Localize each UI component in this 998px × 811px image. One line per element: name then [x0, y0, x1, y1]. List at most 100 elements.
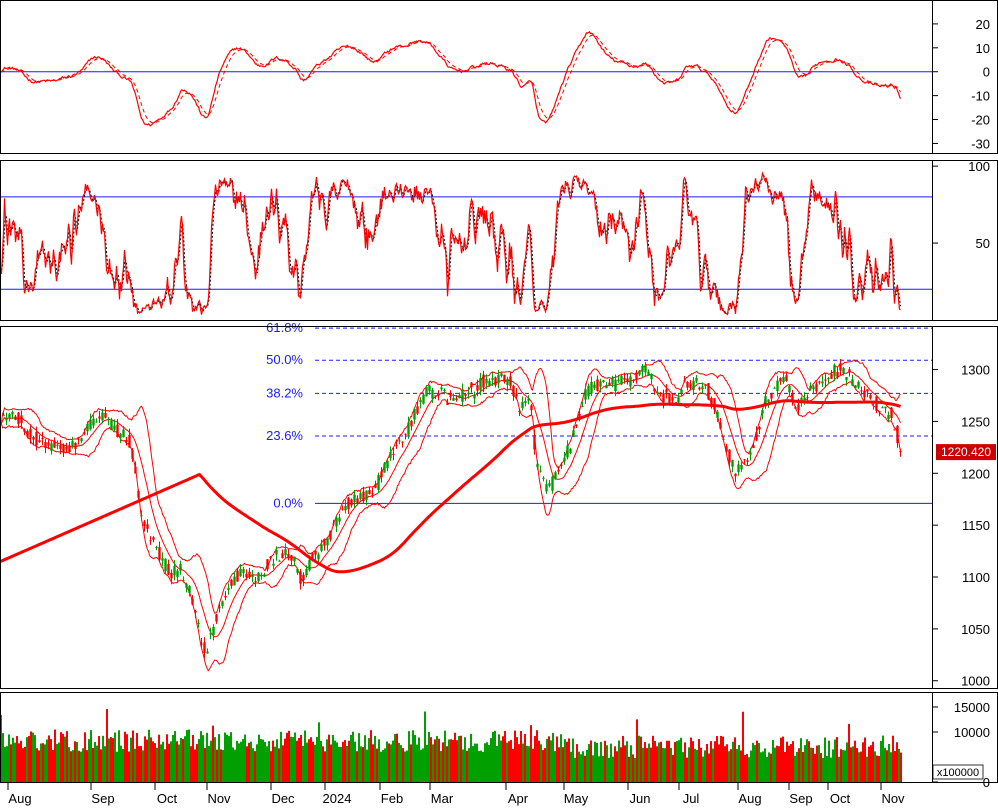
volume-bar — [104, 746, 106, 782]
candle-body — [410, 420, 413, 427]
volume-bar — [514, 730, 516, 782]
volume-bar — [332, 734, 334, 782]
volume-bar — [888, 743, 890, 782]
volume-bar — [84, 732, 86, 782]
candle-body — [116, 424, 119, 438]
volume-bar — [172, 735, 174, 782]
volume-bar — [680, 737, 682, 782]
candle-body — [200, 643, 203, 645]
fib-level-label: 38.2% — [266, 385, 303, 400]
candle-body — [110, 420, 113, 431]
candle-body — [275, 549, 278, 555]
candle-body — [248, 571, 251, 578]
candle-body — [407, 422, 410, 435]
volume-bar — [660, 741, 662, 782]
volume-bar — [728, 751, 730, 782]
candle-body — [617, 379, 620, 381]
volume-bar — [424, 711, 426, 782]
stoch-k-line — [0, 171, 901, 316]
stochastic-panel — [0, 171, 932, 316]
candle-body — [773, 387, 776, 389]
volume-bar — [248, 742, 250, 782]
candle-body — [41, 437, 44, 439]
candle-body — [761, 410, 764, 414]
volume-bar — [696, 750, 698, 782]
candle-body — [14, 416, 17, 420]
candle-body — [38, 440, 41, 443]
volume-bar — [600, 741, 602, 782]
candle-body — [827, 378, 830, 380]
volume-bar — [62, 733, 64, 782]
candle-body — [368, 490, 371, 495]
volume-bar — [480, 750, 482, 782]
macd-tick-label: 20 — [976, 17, 990, 32]
volume-bar — [168, 743, 170, 782]
candle-body — [548, 483, 551, 486]
volume-bar — [54, 729, 56, 782]
candle-body — [86, 423, 89, 432]
candle-body — [536, 463, 539, 468]
volume-bar — [466, 750, 468, 782]
volume-bar — [150, 737, 152, 782]
volume-bar — [78, 750, 80, 782]
volume-bar — [290, 736, 292, 782]
candle-body — [77, 438, 80, 440]
volume-bar — [568, 738, 570, 782]
volume-bar — [286, 732, 288, 782]
candle-body — [155, 546, 158, 548]
volume-bar — [334, 740, 336, 782]
volume-bar — [46, 739, 48, 782]
volume-bar — [582, 751, 584, 782]
candle-body — [818, 381, 821, 383]
volume-bar — [376, 748, 378, 782]
candle-body — [386, 460, 389, 469]
candle-body — [686, 382, 689, 388]
volume-bar — [482, 751, 484, 782]
volume-bar — [816, 745, 818, 782]
volume-bar — [40, 743, 42, 782]
candle-body — [131, 450, 134, 459]
volume-bar — [396, 733, 398, 782]
candle-body — [806, 397, 809, 399]
volume-bar — [652, 735, 654, 782]
volume-bar — [200, 731, 202, 782]
candle-body — [23, 429, 26, 432]
stoch-tick-label: 100 — [968, 159, 990, 174]
volume-bar — [592, 755, 594, 782]
volume-bar — [442, 742, 444, 782]
candle-body — [602, 380, 605, 383]
volume-bar — [858, 752, 860, 782]
volume-bar — [346, 745, 348, 782]
volume-bar — [704, 750, 706, 782]
candle-body — [401, 441, 404, 443]
volume-bar — [416, 744, 418, 782]
volume-bar — [190, 746, 192, 782]
volume-bar — [798, 748, 800, 782]
candle-body — [83, 432, 86, 434]
candle-body — [59, 444, 62, 449]
volume-bar — [694, 748, 696, 782]
volume-bar — [324, 751, 326, 782]
volume-bar — [714, 741, 716, 782]
volume-bar — [606, 745, 608, 782]
candle-body — [893, 429, 896, 431]
candle-body — [104, 413, 107, 418]
volume-bar — [390, 744, 392, 782]
candle-body — [233, 576, 236, 586]
volume-bar — [384, 748, 386, 782]
volume-bar — [574, 757, 576, 782]
volume-bar — [32, 732, 34, 782]
candle-body — [638, 370, 641, 375]
volume-bar — [52, 749, 54, 782]
candle-body — [299, 571, 302, 584]
candle-body — [461, 389, 464, 402]
panel-frames: 20100-10-20-3010050130012501200115011001… — [0, 0, 998, 790]
volume-bar — [24, 746, 26, 782]
candle-body — [260, 574, 263, 577]
volume-bar — [854, 740, 856, 782]
volume-bar — [322, 746, 324, 782]
volume-bar — [628, 756, 630, 782]
volume-bar — [188, 729, 190, 782]
candle-body — [533, 434, 536, 450]
volume-bar — [240, 741, 242, 782]
